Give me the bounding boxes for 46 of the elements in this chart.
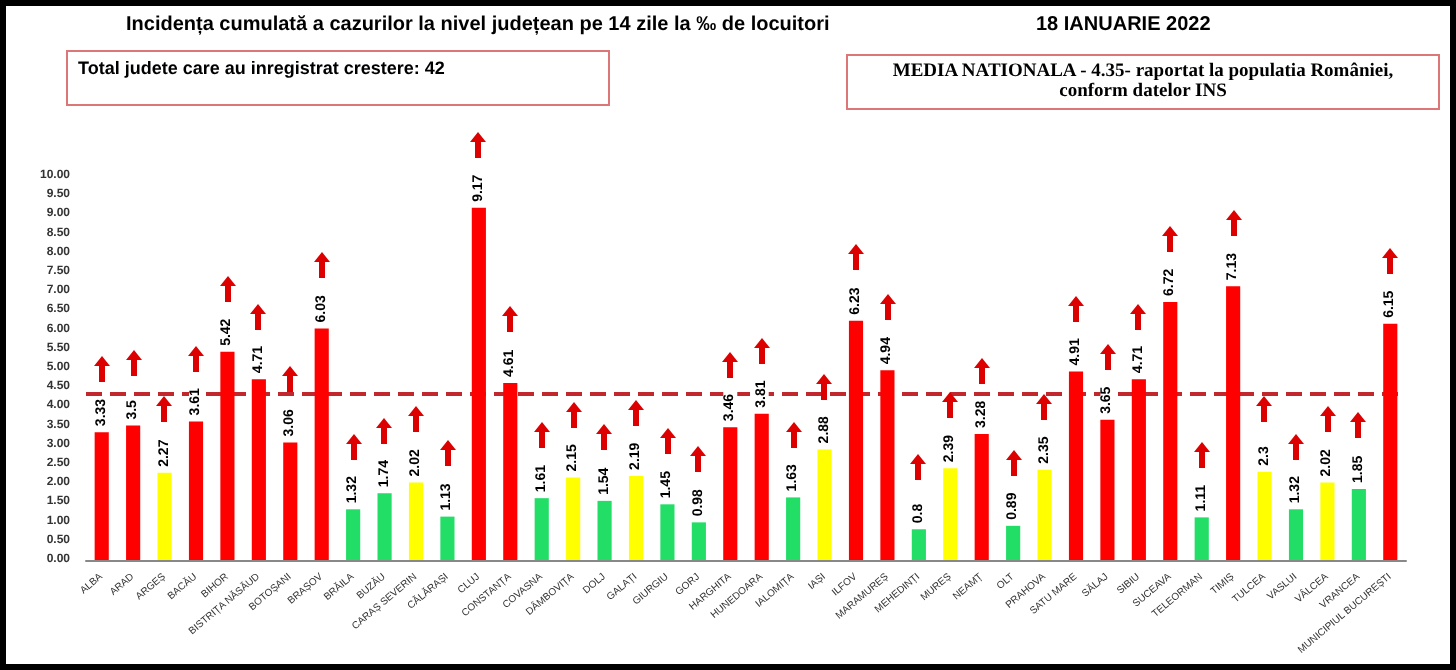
bar xyxy=(346,509,361,560)
bar xyxy=(1288,509,1304,560)
bar xyxy=(503,382,518,560)
bar xyxy=(440,516,455,560)
bar xyxy=(188,421,204,560)
bar xyxy=(911,529,926,560)
bar xyxy=(1037,469,1052,560)
bar xyxy=(1226,286,1241,560)
bar xyxy=(534,498,549,560)
bar xyxy=(723,427,738,560)
bar xyxy=(628,475,644,560)
bar xyxy=(1320,482,1335,560)
bar xyxy=(408,482,424,560)
bar xyxy=(126,425,141,560)
bar xyxy=(943,468,958,560)
bar xyxy=(1068,371,1084,560)
bar xyxy=(1257,471,1272,560)
bar xyxy=(1131,379,1146,560)
text: Total judete care au inregistrat crestere: 42 xyxy=(66,50,610,106)
bar xyxy=(848,320,864,560)
text: MEDIA NATIONALA - 4.35- raportat la populatia României, conform datelor INS xyxy=(846,54,1440,110)
bar xyxy=(1006,525,1021,560)
bar xyxy=(94,432,109,560)
bar xyxy=(786,497,801,560)
bar xyxy=(1351,488,1366,560)
bar xyxy=(691,522,706,560)
bar xyxy=(754,413,769,560)
bar xyxy=(283,442,298,560)
bar xyxy=(157,472,172,560)
bar xyxy=(880,370,895,560)
bar xyxy=(220,351,235,560)
bar xyxy=(314,328,329,560)
chart-subtitle: 18 IANUARIE 2022 xyxy=(1036,14,1211,36)
bar xyxy=(1383,323,1398,560)
bar xyxy=(471,207,486,560)
bar xyxy=(1100,419,1115,560)
bar xyxy=(974,434,989,560)
bar xyxy=(566,477,581,560)
bar xyxy=(1163,301,1178,560)
bar xyxy=(251,379,266,560)
bar xyxy=(377,493,392,560)
chart-title: Incidența cumulată a cazurilor la nivel județean pe 14 zile la ‰ de locuitori xyxy=(126,14,830,36)
bar xyxy=(660,504,675,560)
bar xyxy=(1194,517,1209,560)
bar xyxy=(817,449,832,560)
bar xyxy=(597,500,612,560)
